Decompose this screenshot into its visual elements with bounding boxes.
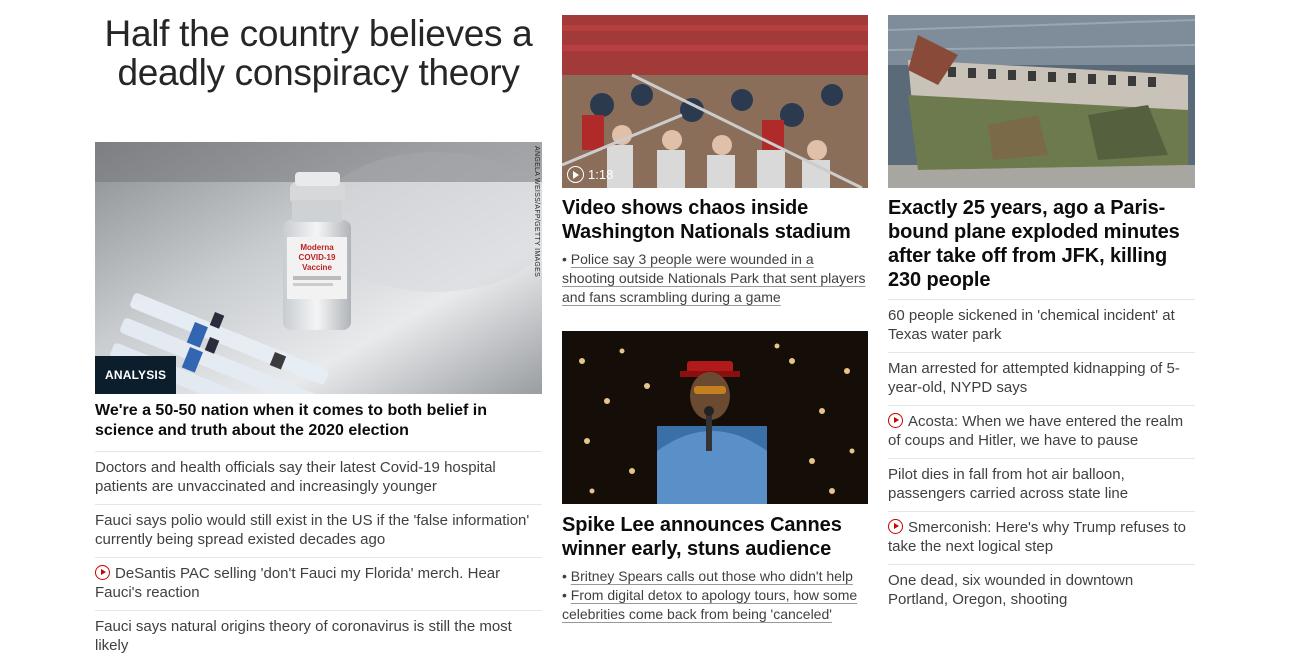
list-item[interactable]: Fauci says polio would still exist in th…: [95, 505, 542, 558]
vaccine-vial-image[interactable]: Moderna COVID-19 Vaccine ANGELA WEISS/AF…: [95, 142, 542, 394]
svg-text:Moderna: Moderna: [300, 243, 334, 252]
bullet-item[interactable]: • Britney Spears calls out those who did…: [562, 568, 853, 584]
play-video-icon: [95, 565, 110, 580]
plane-wreckage-image[interactable]: [888, 15, 1195, 188]
lead-subheadline[interactable]: We're a 50-50 nation when it comes to bo…: [95, 394, 542, 452]
twa-plane-photo: [888, 15, 1195, 188]
bullet-item[interactable]: • Police say 3 people were wounded in a …: [562, 251, 866, 305]
list-item[interactable]: One dead, six wounded in downtown Portla…: [888, 572, 1134, 608]
video-duration: 1:18: [567, 166, 613, 183]
middle-column: 1:18 Video shows chaos inside Washington…: [562, 15, 868, 624]
analysis-badge: ANALYSIS: [95, 356, 177, 394]
list-item[interactable]: Acosta: When we have entered the realm o…: [888, 406, 1195, 459]
svg-text:COVID-19: COVID-19: [299, 253, 336, 262]
bullet-item[interactable]: • From digital detox to apology tours, h…: [562, 587, 858, 622]
list-item[interactable]: Pilot dies in fall from hot air balloon,…: [888, 459, 1195, 512]
list-item[interactable]: Fauci says natural origins theory of cor…: [95, 618, 512, 654]
plane-headline[interactable]: Exactly 25 years, ago a Paris-bound plan…: [888, 196, 1195, 300]
list-item[interactable]: Man arrested for attempted kidnapping of…: [888, 353, 1195, 406]
spike-lee-headline[interactable]: Spike Lee announces Cannes winner early,…: [562, 514, 842, 560]
nationals-headline[interactable]: Video shows chaos inside Washington Nati…: [562, 197, 851, 243]
spike-lee-image[interactable]: [562, 331, 868, 504]
play-video-icon: [888, 413, 903, 428]
right-column: Exactly 25 years, ago a Paris-bound plan…: [888, 15, 1195, 617]
nationals-stadium-video-thumbnail[interactable]: 1:18: [562, 15, 868, 188]
list-item[interactable]: Doctors and health officials say their l…: [95, 452, 542, 505]
main-story-column: Half the country believes a deadly consp…: [95, 0, 542, 663]
list-item[interactable]: 60 people sickened in 'chemical incident…: [888, 300, 1195, 353]
spike-lee-photo: [562, 331, 868, 504]
stadium-photo: [562, 15, 868, 188]
svg-text:Vaccine: Vaccine: [302, 263, 332, 272]
list-item[interactable]: DeSantis PAC selling 'don't Fauci my Flo…: [95, 558, 542, 611]
lead-headline[interactable]: Half the country believes a deadly consp…: [104, 13, 533, 93]
play-video-icon: [888, 519, 903, 534]
photo-credit: ANGELA WEISS/AFP/GETTY IMAGES: [533, 146, 540, 278]
list-item[interactable]: Smerconish: Here's why Trump refuses to …: [888, 512, 1195, 565]
play-icon: [567, 166, 584, 183]
